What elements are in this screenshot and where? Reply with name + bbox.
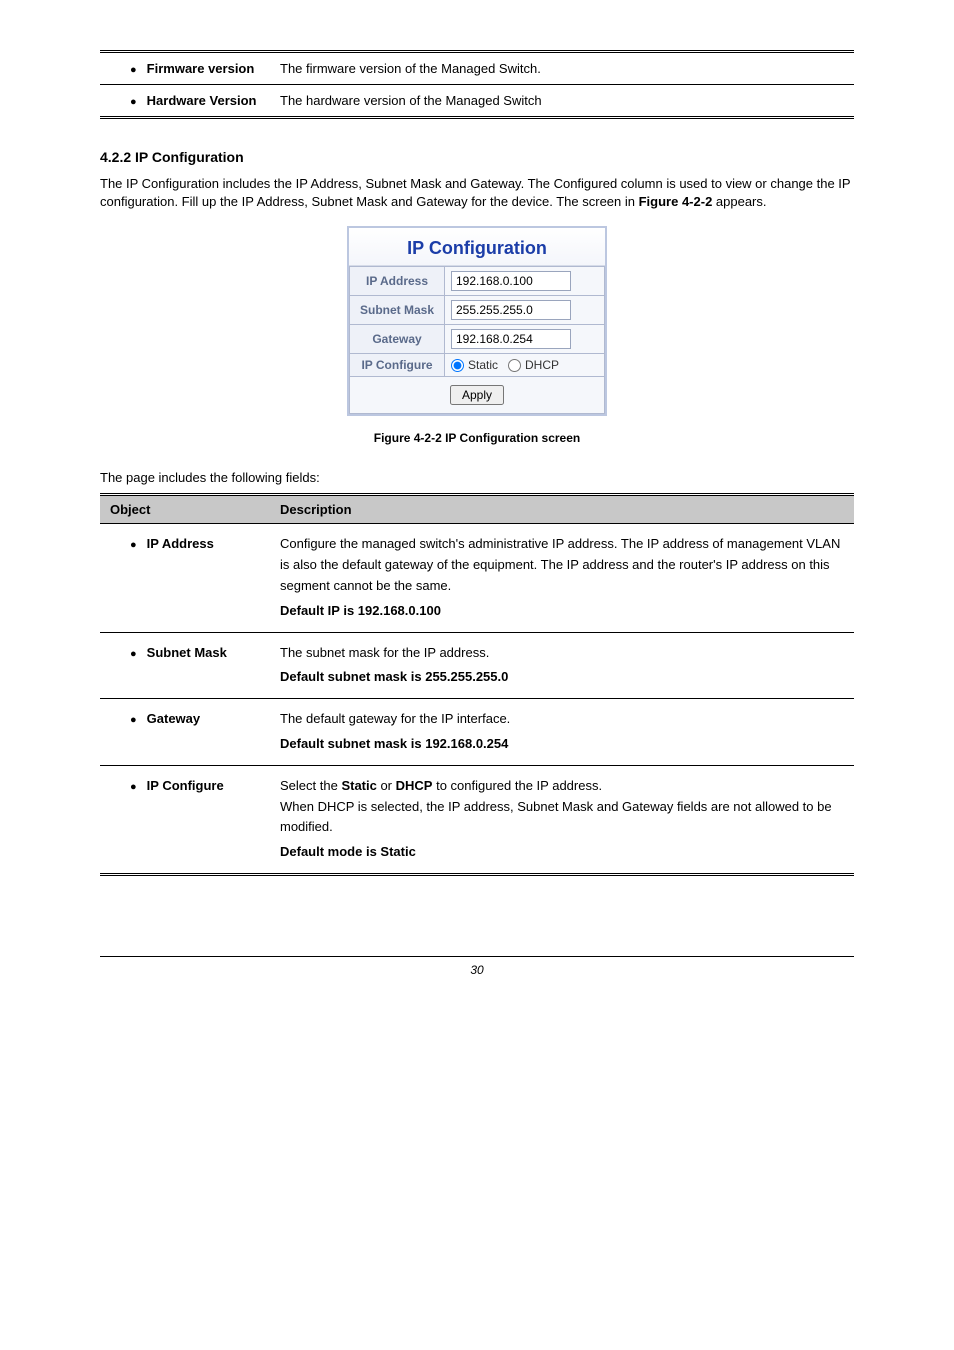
figure-caption: Figure 4-2-2 IP Configuration screen — [100, 431, 854, 445]
bullet-icon: ● — [130, 779, 137, 797]
form-row-gateway: Gateway — [350, 325, 605, 354]
static-radio[interactable] — [451, 359, 464, 372]
dhcp-radio[interactable] — [508, 359, 521, 372]
object-default: Default IP is 192.168.0.100 — [280, 601, 844, 622]
page-number: 30 — [470, 963, 483, 977]
desc-intro: The page includes the following fields: — [100, 470, 854, 485]
object-desc: Configure the managed switch's administr… — [280, 534, 844, 596]
gateway-input[interactable] — [451, 329, 571, 349]
object-desc-line2: When DHCP is selected, the IP address, S… — [280, 797, 844, 839]
static-radio-label: Static — [468, 358, 498, 372]
ip-config-title: IP Configuration — [349, 228, 605, 266]
info-label: Firmware version — [147, 61, 255, 76]
bullet-icon: ● — [130, 646, 137, 664]
form-row-subnet-mask: Subnet Mask — [350, 296, 605, 325]
form-row-ip-address: IP Address — [350, 267, 605, 296]
info-label: Hardware Version — [147, 93, 257, 108]
table-row: ● Subnet Mask The subnet mask for the IP… — [100, 632, 854, 699]
description-table: Object Description ● IP Address Configur… — [100, 493, 854, 876]
table-row: ● Hardware Version The hardware version … — [100, 85, 854, 118]
table-row: ● Gateway The default gateway for the IP… — [100, 699, 854, 766]
table-header-row: Object Description — [100, 495, 854, 524]
form-row-apply: Apply — [350, 377, 605, 414]
ip-config-widget-container: IP Configuration IP Address Subnet Mask … — [100, 226, 854, 416]
object-default: Default mode is Static — [280, 842, 844, 863]
section-intro: The IP Configuration includes the IP Add… — [100, 175, 854, 211]
object-label: IP Configure — [147, 776, 224, 797]
object-default: Default subnet mask is 192.168.0.254 — [280, 734, 844, 755]
form-row-ip-configure: IP Configure Static DHCP — [350, 354, 605, 377]
header-description: Description — [270, 495, 854, 524]
info-desc: The hardware version of the Managed Swit… — [270, 85, 854, 118]
bullet-icon: ● — [130, 537, 137, 555]
page-footer: 30 — [100, 956, 854, 977]
ip-address-label: IP Address — [350, 267, 445, 296]
object-default: Default subnet mask is 255.255.255.0 — [280, 667, 844, 688]
object-desc: The subnet mask for the IP address. — [280, 643, 844, 664]
object-desc: Select the Static or DHCP to configured … — [280, 776, 844, 797]
object-label: Gateway — [147, 709, 200, 730]
section-heading: 4.2.2 IP Configuration — [100, 149, 854, 165]
ip-config-form: IP Address Subnet Mask Gateway IP Config… — [349, 266, 605, 414]
header-object: Object — [100, 495, 270, 524]
bullet-icon: ● — [130, 712, 137, 730]
object-desc: The default gateway for the IP interface… — [280, 709, 844, 730]
ip-address-input[interactable] — [451, 271, 571, 291]
object-label: IP Address — [147, 534, 214, 555]
table-row: ● IP Configure Select the Static or DHCP… — [100, 765, 854, 874]
subnet-mask-input[interactable] — [451, 300, 571, 320]
apply-button[interactable]: Apply — [450, 385, 504, 405]
bullet-icon: ● — [130, 64, 137, 76]
object-label: Subnet Mask — [147, 643, 227, 664]
info-table: ● Firmware version The firmware version … — [100, 50, 854, 119]
dhcp-radio-label: DHCP — [525, 358, 559, 372]
gateway-label: Gateway — [350, 325, 445, 354]
bullet-icon: ● — [130, 96, 137, 108]
ip-config-widget: IP Configuration IP Address Subnet Mask … — [347, 226, 607, 416]
subnet-mask-label: Subnet Mask — [350, 296, 445, 325]
info-desc: The firmware version of the Managed Swit… — [270, 52, 854, 85]
ip-configure-label: IP Configure — [350, 354, 445, 377]
table-row: ● IP Address Configure the managed switc… — [100, 524, 854, 632]
table-row: ● Firmware version The firmware version … — [100, 52, 854, 85]
